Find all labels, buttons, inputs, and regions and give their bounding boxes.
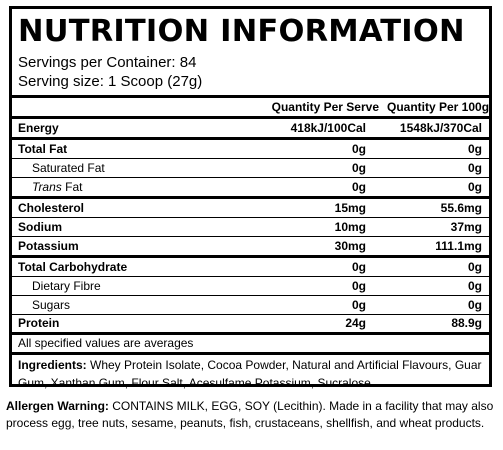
value-per-serve: 10mg <box>334 220 366 234</box>
table-row: Total Carbohydrate 0g 0g <box>12 258 489 276</box>
value-per-100g: 88.9g <box>451 316 482 330</box>
row-label: Cholesterol <box>18 201 85 215</box>
value-per-serve: 15mg <box>334 201 366 215</box>
ingredients-text: Whey Protein Isolate, Cocoa Powder, Natu… <box>18 358 482 390</box>
divider-protein <box>12 332 489 335</box>
table-row: Saturated Fat 0g 0g <box>12 159 489 177</box>
row-label: Protein <box>18 316 60 330</box>
row-divider <box>12 314 489 315</box>
column-header-per-serve: Quantity Per Serve <box>271 100 379 114</box>
table-row: Protein 24g 88.9g <box>12 314 489 332</box>
value-per-serve: 0g <box>351 298 366 312</box>
value-per-serve: 30mg <box>334 239 366 253</box>
panel-title: NUTRITION INFORMATION <box>18 14 465 49</box>
nutrition-panel: NUTRITION INFORMATION Servings per Conta… <box>9 6 492 390</box>
row-divider <box>12 158 489 159</box>
value-per-100g: 1548kJ/370Cal <box>399 121 482 135</box>
table-row: Potassium 30mg 111.1mg <box>12 237 489 255</box>
table-row: Total Fat 0g 0g <box>12 140 489 158</box>
divider-header <box>12 116 489 119</box>
value-per-100g: 0g <box>467 279 482 293</box>
divider-potassium <box>12 255 489 258</box>
row-label: Energy <box>18 121 59 135</box>
value-per-100g: 0g <box>467 180 482 194</box>
divider-fat <box>12 196 489 199</box>
divider-energy <box>12 137 489 140</box>
row-label: Sodium <box>18 220 62 234</box>
value-per-100g: 0g <box>467 298 482 312</box>
value-per-100g: 0g <box>467 142 482 156</box>
value-per-100g: 111.1mg <box>435 239 482 253</box>
averages-note: All specified values are averages <box>18 336 194 350</box>
value-per-serve: 418kJ/100Cal <box>290 121 366 135</box>
column-header-per-100g: Quantity Per 100g <box>387 100 490 114</box>
value-per-100g: 0g <box>467 260 482 274</box>
row-label: Potassium <box>18 239 79 253</box>
ingredients-label: Ingredients: <box>18 358 87 372</box>
row-label: Saturated Fat <box>32 161 105 175</box>
value-per-100g: 37mg <box>450 220 482 234</box>
row-label: Trans Fat <box>32 178 82 196</box>
value-per-serve: 0g <box>351 260 366 274</box>
row-divider <box>12 276 489 277</box>
value-per-serve: 0g <box>351 279 366 293</box>
value-per-serve: 24g <box>345 316 366 330</box>
allergen-warning: Allergen Warning: CONTAINS MILK, EGG, SO… <box>6 398 496 432</box>
table-row: Sodium 10mg 37mg <box>12 218 489 236</box>
value-per-serve: 0g <box>351 142 366 156</box>
ingredients: Ingredients: Whey Protein Isolate, Cocoa… <box>18 356 484 392</box>
row-label: Total Carbohydrate <box>18 260 128 274</box>
row-divider <box>12 295 489 296</box>
value-per-100g: 55.6mg <box>440 201 482 215</box>
row-label-rest: Fat <box>61 180 83 194</box>
divider-top <box>12 95 489 98</box>
value-per-100g: 0g <box>467 161 482 175</box>
row-divider <box>12 236 489 237</box>
table-row: Energy 418kJ/100Cal 1548kJ/370Cal <box>12 119 489 137</box>
row-label-italic: Trans <box>32 180 62 194</box>
row-divider <box>12 217 489 218</box>
divider-ingredients <box>12 352 489 355</box>
table-row: Dietary Fibre 0g 0g <box>12 277 489 295</box>
row-divider <box>12 177 489 178</box>
value-per-serve: 0g <box>351 161 366 175</box>
table-row: Trans Fat 0g 0g <box>12 178 489 196</box>
serving-size: Serving size: 1 Scoop (27g) <box>18 73 203 90</box>
row-label: Sugars <box>32 298 71 312</box>
table-row: Sugars 0g 0g <box>12 296 489 314</box>
allergen-label: Allergen Warning: <box>6 399 109 413</box>
table-row: Cholesterol 15mg 55.6mg <box>12 199 489 217</box>
servings-per-container: Servings per Container: 84 <box>18 54 197 71</box>
row-label: Total Fat <box>18 142 68 156</box>
value-per-serve: 0g <box>351 180 366 194</box>
allergen-text: CONTAINS MILK, EGG, SOY (Lecithin). Made… <box>6 399 494 430</box>
row-label: Dietary Fibre <box>32 279 101 293</box>
